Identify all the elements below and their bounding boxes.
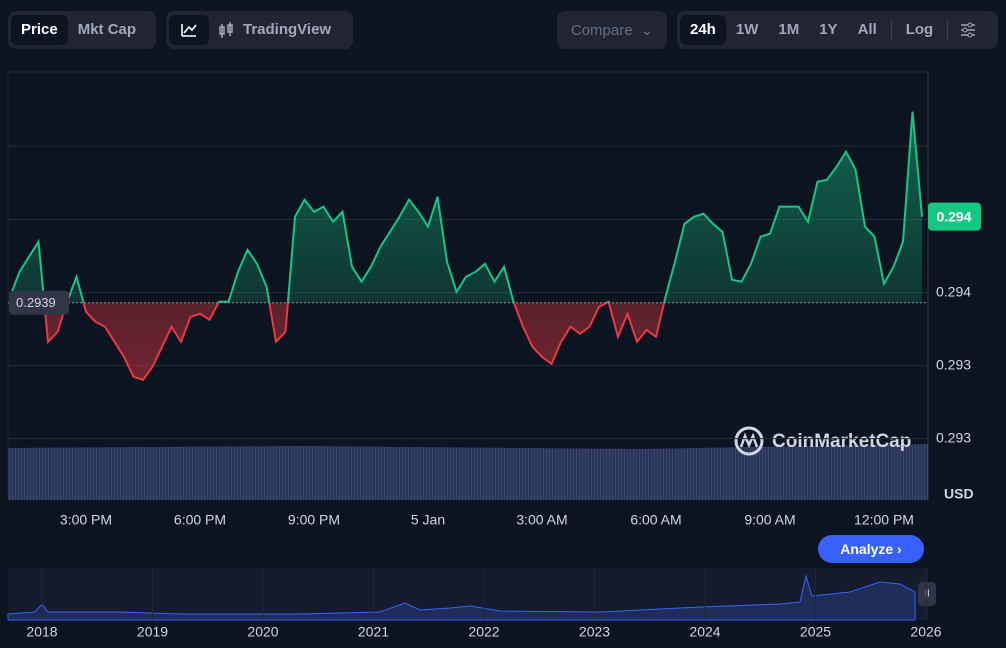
y-tick-label: 0.294 (936, 283, 971, 299)
x-tick-label: 9:00 PM (288, 512, 340, 528)
year-label: 2020 (247, 624, 278, 640)
mktcap-button[interactable]: Mkt Cap (77, 21, 137, 38)
tradingview-button[interactable]: TradingView (209, 15, 341, 45)
navigator-line (7, 574, 916, 621)
year-label: 2026 (910, 624, 941, 640)
currency-label: USD (944, 486, 974, 502)
baseline-tag (9, 290, 69, 315)
year-label: 2022 (468, 624, 499, 640)
price-label: 0.294 (936, 208, 971, 224)
x-tick-label: 12:00 PM (854, 512, 914, 528)
area-up (10, 111, 922, 303)
volume (8, 444, 928, 500)
chevron: ⌄ (640, 22, 654, 39)
separator (890, 20, 892, 40)
watermark-text: CoinMarketCap (772, 431, 911, 452)
x-tick-label: 3:00 AM (516, 512, 567, 528)
analyze-text: Analyze (840, 541, 894, 557)
analyze-button[interactable]: Analyze › (818, 535, 924, 563)
line-icon (181, 24, 197, 37)
x-tick-label: 5 Jan (411, 512, 445, 528)
watermark: CoinMarketCap (734, 426, 911, 456)
compare-text: Compare (570, 21, 633, 39)
y-tick-label: 0.293 (936, 356, 971, 372)
y-tick-label: 0.293 (936, 429, 971, 445)
year-label: 2018 (26, 624, 57, 640)
range-toggle: 24h 1W 1M 1Y All Log (677, 11, 998, 49)
price-button[interactable]: Price (11, 15, 68, 45)
handle-icon: II (924, 589, 930, 600)
line-button[interactable] (169, 15, 209, 45)
chart-style: TradingView (166, 11, 353, 49)
x-tick-label: 9:00 AM (744, 512, 795, 528)
line-down (43, 302, 666, 381)
separator (947, 20, 949, 40)
compare-dropdown[interactable]: Compare ⌄ (557, 11, 667, 49)
year-label: 2024 (689, 624, 720, 640)
type-toggle: Price Mkt Cap (8, 11, 156, 49)
price-tag (928, 202, 981, 231)
settings-icon (961, 22, 976, 38)
range-button[interactable]: 1M (778, 21, 800, 38)
range-button[interactable]: All (857, 21, 877, 38)
log-button[interactable]: Log (905, 21, 934, 38)
x-tick-label: 3:00 PM (60, 512, 112, 528)
tradingview-text: TradingView (243, 21, 332, 38)
x-tick-label: 6:00 PM (174, 512, 226, 528)
range-button[interactable]: 1W (735, 21, 759, 38)
baseline-label: 0.2939 (16, 295, 56, 310)
x-tick-label: 6:00 AM (630, 512, 681, 528)
candle-icon (219, 22, 233, 38)
year-label: 2019 (137, 624, 168, 640)
navigator-handle[interactable] (918, 582, 936, 606)
range-button[interactable]: 24h (680, 15, 726, 45)
year-label: 2021 (358, 624, 389, 640)
year-label: 2025 (800, 624, 831, 640)
line-up (9, 111, 923, 303)
year-label: 2023 (579, 624, 610, 640)
area-down (10, 302, 922, 380)
range-button[interactable]: 1Y (819, 21, 838, 38)
settings-button[interactable] (952, 15, 984, 45)
